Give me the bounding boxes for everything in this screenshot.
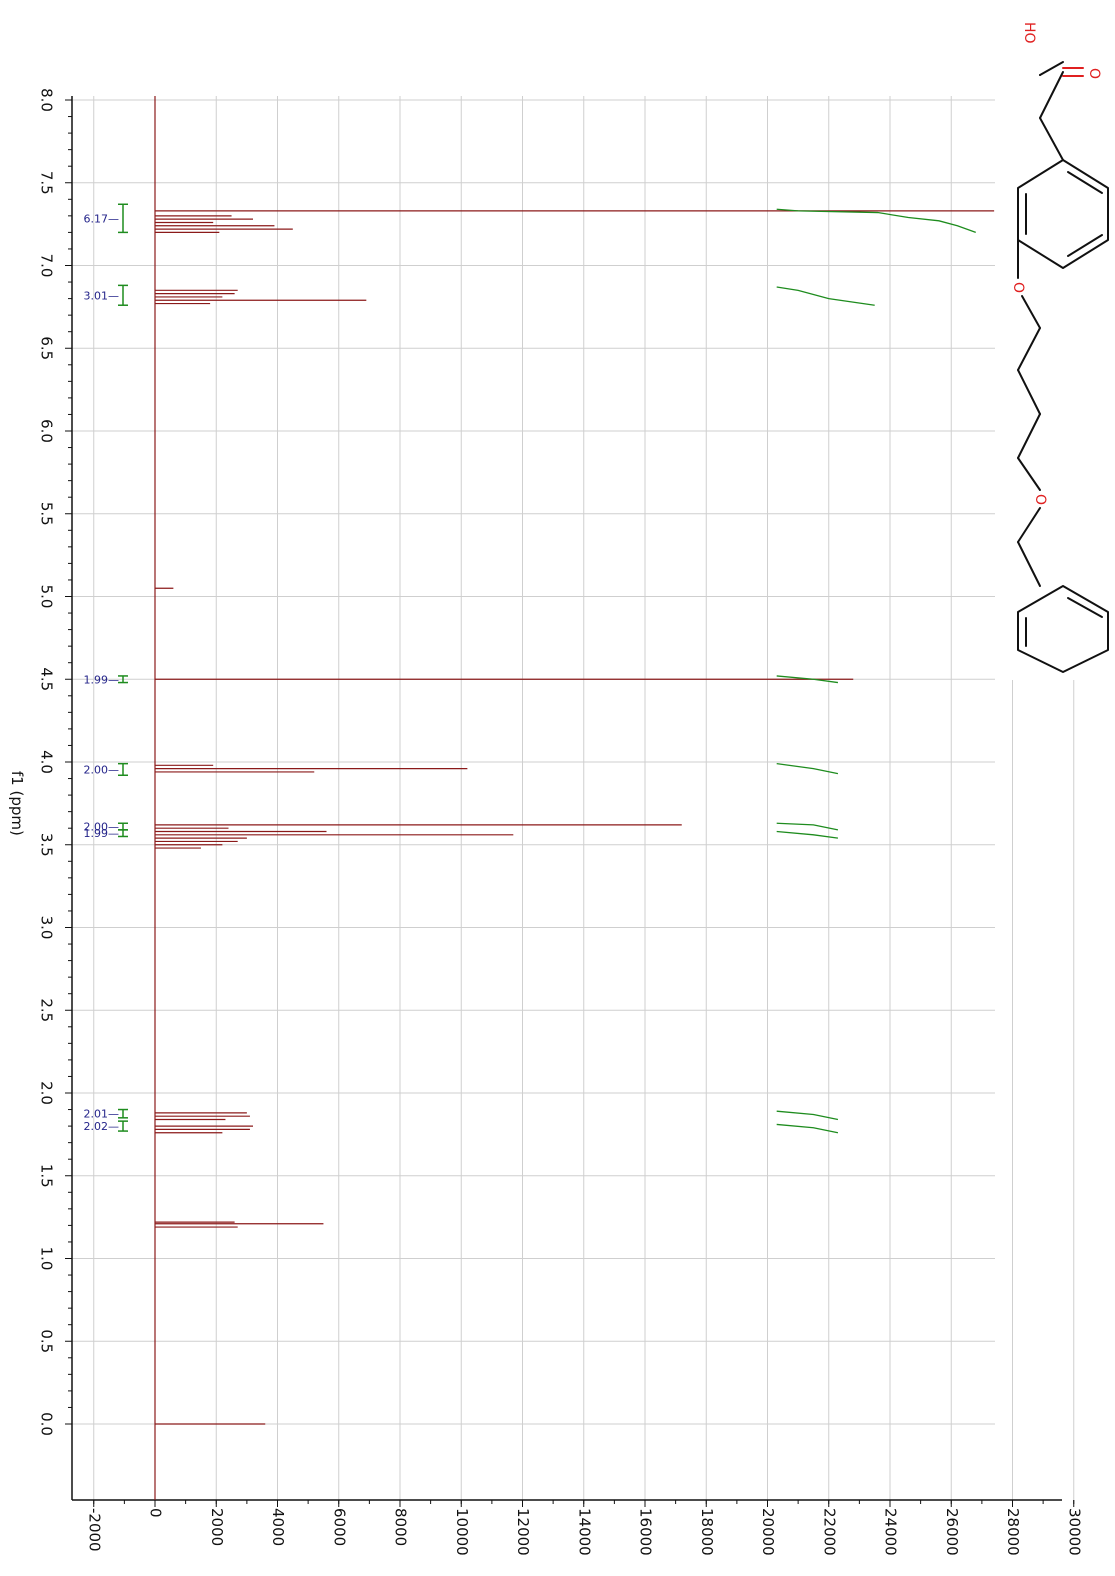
ppm-tick-label-6: 3.0 <box>38 916 56 940</box>
integral-curve <box>776 830 839 839</box>
bond-o-c1 <box>1021 295 1041 329</box>
integral-value-label: 1.99— <box>84 673 120 686</box>
intensity-tick-label-14: 26000 <box>943 1508 961 1556</box>
integral-value-label: 1.99— <box>84 827 120 840</box>
ppm-tick-label-11: 5.5 <box>38 502 56 526</box>
bond-ch2-ring2 <box>1017 541 1041 587</box>
integral-curve <box>776 286 875 306</box>
benzene-ring-2 <box>1017 585 1109 673</box>
spectrum-trace <box>154 96 995 1500</box>
atom-carbonyl-oxygen: O <box>1086 68 1102 79</box>
integral-2: 1.99— <box>84 673 839 686</box>
intensity-tick-label-16: 30000 <box>1065 1508 1083 1556</box>
axis-title-f1: f1 (ppm) <box>8 771 26 836</box>
integral-curve <box>776 675 839 684</box>
intensity-tick-label-6: 10000 <box>453 1508 471 1556</box>
integral-5: 1.99— <box>84 827 839 840</box>
benzene-ring-1 <box>1017 159 1109 269</box>
intensity-tick-label-13: 24000 <box>882 1508 900 1556</box>
intensity-tick-label-12: 22000 <box>820 1508 838 1556</box>
integral-curve <box>776 763 839 775</box>
ppm-tick-label-16: 8.0 <box>38 88 56 112</box>
bond-c4-o <box>1017 457 1041 491</box>
integral-3: 2.00— <box>84 762 839 776</box>
intensity-tick-label-2: 2000 <box>208 1508 226 1546</box>
ppm-tick-label-5: 2.5 <box>38 998 56 1022</box>
integral-6: 2.01— <box>84 1108 839 1121</box>
intensity-tick-label-4: 6000 <box>330 1508 348 1546</box>
integral-1: 3.01— <box>84 284 875 306</box>
intensity-tick-label-5: 8000 <box>392 1508 410 1546</box>
intensity-tick-label-8: 14000 <box>575 1508 593 1556</box>
integral-value-label: 3.01— <box>84 289 120 302</box>
integral-value-label: 2.00— <box>84 821 120 834</box>
bond-c1-c2 <box>1017 327 1041 371</box>
ppm-tick-label-2: 1.0 <box>38 1247 56 1271</box>
integral-curve <box>776 1123 839 1134</box>
atom-ether-oxygen-2: O <box>1032 494 1048 505</box>
integral-curve <box>776 208 976 234</box>
intensity-tick-label-1: 0 <box>147 1508 165 1518</box>
bond-c3-c4 <box>1017 413 1041 459</box>
ppm-tick-label-1: 0.5 <box>38 1329 56 1353</box>
intensity-tick-label-0: -2000 <box>85 1508 103 1552</box>
integral-value-label: 2.02— <box>84 1120 120 1133</box>
integral-curve <box>776 1110 839 1121</box>
integral-value-label: 6.17— <box>84 212 120 225</box>
atom-ether-oxygen-1: O <box>1010 282 1026 293</box>
integrals: 6.17—3.01—1.99—2.00—2.00—1.99—2.01—2.02— <box>84 203 976 1134</box>
chemical-structure: HO O O O <box>995 0 1115 680</box>
bond-ch2-acid <box>1039 71 1064 119</box>
axes <box>65 96 1075 1507</box>
ppm-tick-label-3: 1.5 <box>38 1164 56 1188</box>
ring1-double-a <box>1067 171 1103 194</box>
bond-c-oh <box>1039 61 1064 76</box>
intensity-tick-label-10: 18000 <box>698 1508 716 1556</box>
integral-curve <box>776 822 839 831</box>
intensity-tick-label-9: 16000 <box>637 1508 655 1556</box>
ppm-tick-label-10: 5.0 <box>38 585 56 609</box>
ppm-tick-label-7: 3.5 <box>38 833 56 857</box>
intensity-tick-label-7: 12000 <box>514 1508 532 1556</box>
structure-background <box>995 0 1115 680</box>
ppm-tick-label-15: 7.5 <box>38 171 56 195</box>
intensity-tick-label-15: 28000 <box>1004 1508 1022 1556</box>
ppm-tick-label-9: 4.5 <box>38 667 56 691</box>
ppm-tick-label-13: 6.5 <box>38 336 56 360</box>
ppm-tick-label-0: 0.0 <box>38 1412 56 1436</box>
bond-o-ch2 <box>1017 507 1041 543</box>
ppm-tick-label-12: 6.0 <box>38 419 56 443</box>
ring1-double-c <box>1067 234 1103 257</box>
ppm-tick-label-4: 2.0 <box>38 1081 56 1105</box>
integral-value-label: 2.00— <box>84 763 120 776</box>
bond-ch2-ring <box>1039 117 1064 161</box>
tick-labels: 0.0 0.5 1.0 1.5 2.0 2.5 3.0 3.5 4.0 4.5 5.0 5.5 6.0 6… <box>38 88 1084 1556</box>
grid <box>72 96 1075 1500</box>
ppm-tick-label-14: 7.0 <box>38 254 56 278</box>
intensity-tick-label-3: 4000 <box>269 1508 287 1546</box>
ppm-tick-label-8: 4.0 <box>38 750 56 774</box>
integral-7: 2.02— <box>84 1120 839 1134</box>
integral-0: 6.17— <box>84 203 976 234</box>
ring2-double-a <box>1067 597 1103 618</box>
integral-value-label: 2.01— <box>84 1108 120 1121</box>
bond-c2-c3 <box>1017 369 1041 415</box>
atom-hydroxyl: HO <box>1021 22 1037 44</box>
intensity-tick-label-11: 20000 <box>759 1508 777 1556</box>
